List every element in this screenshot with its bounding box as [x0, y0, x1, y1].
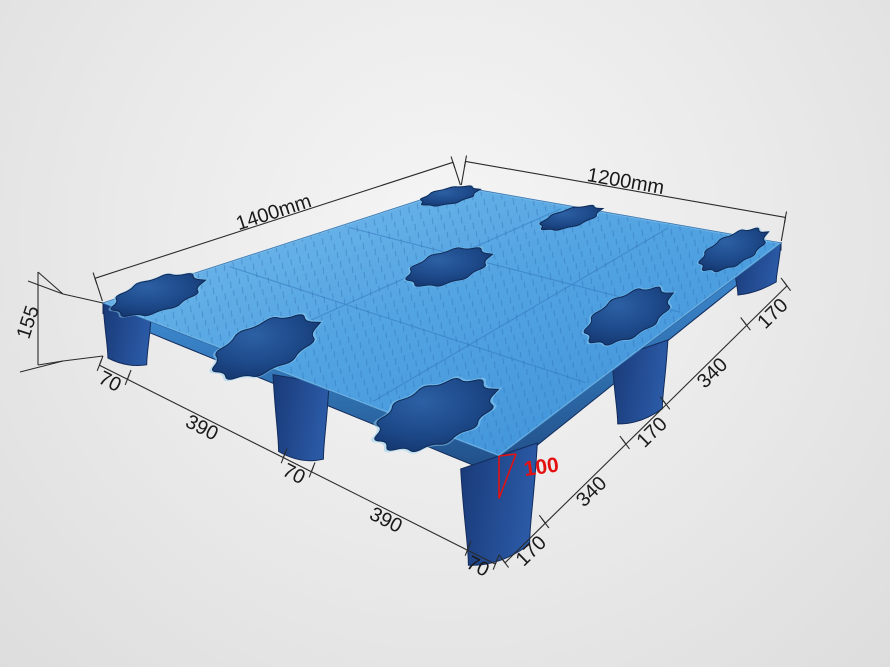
- svg-text:1400mm: 1400mm: [233, 190, 314, 235]
- svg-text:1200mm: 1200mm: [585, 164, 665, 199]
- svg-text:70: 70: [279, 459, 309, 489]
- svg-text:340: 340: [572, 472, 611, 511]
- svg-text:100: 100: [522, 453, 560, 481]
- svg-text:340: 340: [693, 354, 732, 393]
- svg-text:390: 390: [182, 411, 222, 446]
- svg-text:170: 170: [753, 294, 792, 333]
- svg-text:70: 70: [95, 367, 125, 397]
- svg-text:390: 390: [366, 503, 406, 538]
- svg-text:155: 155: [13, 303, 44, 342]
